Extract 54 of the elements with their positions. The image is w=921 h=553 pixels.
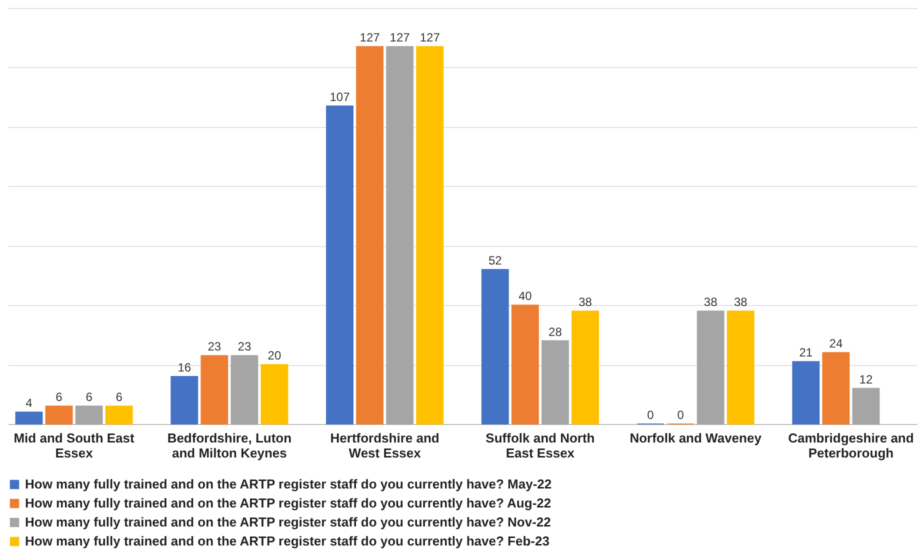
data-label: 23: [238, 340, 252, 354]
bar: [481, 268, 509, 424]
x-tick-label: Bedfordshire, Luton and Milton Keynes: [167, 430, 292, 460]
bar: [726, 310, 754, 424]
data-label: 28: [548, 324, 562, 339]
bar: [792, 361, 820, 424]
data-label: 0: [647, 408, 654, 422]
x-tick-label: Mid and South East Essex: [14, 430, 136, 460]
legend-label: How many fully trained and on the ARTP register staff do you currently have? Nov-22: [25, 514, 551, 530]
data-label: 24: [829, 336, 843, 351]
data-label: 38: [734, 295, 748, 310]
bar: [75, 406, 103, 424]
bar: [852, 388, 880, 424]
bar: [230, 355, 258, 424]
data-label: 52: [488, 253, 502, 268]
bar: [696, 310, 724, 424]
bar: [326, 106, 354, 424]
data-label: 107: [330, 90, 350, 104]
data-label: 127: [360, 30, 380, 45]
bar: [511, 304, 539, 424]
legend-label: How many fully trained and on the ARTP register staff do you currently have? May-22: [25, 476, 552, 492]
bar: [386, 46, 414, 424]
data-label: 6: [56, 390, 63, 404]
data-label: 6: [86, 390, 93, 404]
bar: [541, 340, 569, 424]
data-label: 20: [268, 348, 282, 363]
data-label: 23: [208, 340, 222, 354]
data-label: 40: [518, 289, 532, 304]
x-tick-label: Suffolk and North East Essex: [486, 430, 595, 460]
data-label: 127: [420, 30, 440, 45]
bar: [200, 355, 228, 424]
x-tick-label: Hertfordshire and West Essex: [330, 430, 440, 460]
bar: [170, 376, 198, 424]
data-label: 6: [116, 390, 123, 404]
x-tick-label: Cambridgeshire and Peterborough: [788, 430, 914, 460]
data-label: 16: [178, 360, 192, 374]
bar: [356, 46, 384, 424]
data-label: 4: [26, 396, 33, 410]
bar: [416, 46, 444, 424]
data-label: 21: [799, 346, 813, 360]
data-label: 127: [390, 30, 410, 45]
data-label: 38: [578, 295, 592, 310]
bar: [572, 310, 599, 424]
bar: [260, 364, 288, 424]
bar: [105, 406, 133, 424]
data-label: 12: [859, 372, 873, 386]
x-tick-label: Norfolk and Waveney: [630, 430, 762, 446]
bar: [45, 406, 73, 424]
legend-label: How many fully trained and on the ARTP register staff do you currently have? Aug-22: [25, 496, 552, 510]
bar: [822, 352, 850, 424]
data-label: 0: [677, 408, 684, 422]
bar: [15, 412, 43, 424]
data-label: 38: [704, 295, 718, 310]
legend-label: How many fully trained and on the ARTP register staff do you currently have? Feb-23: [25, 534, 550, 548]
